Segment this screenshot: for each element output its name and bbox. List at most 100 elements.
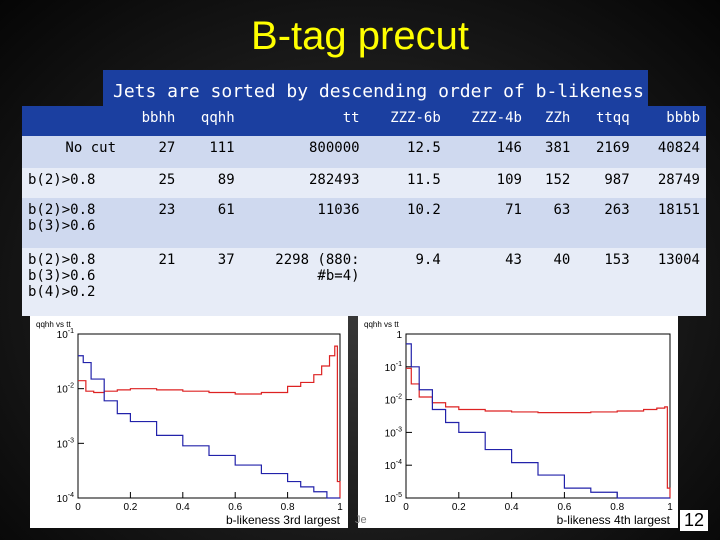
footer-text: Je (355, 514, 367, 526)
y-tick-label: 1 (396, 330, 402, 341)
table-cell: 146 (446, 136, 528, 168)
table-cell: 37 (181, 248, 241, 316)
x-tick-label: 0.8 (281, 502, 295, 513)
x-tick-label: 0.4 (505, 502, 519, 513)
x-tick-label: 0.4 (176, 502, 190, 513)
header-cell-bbhh: bbhh (122, 106, 182, 136)
table-cell: 40 (527, 248, 577, 316)
y-tick-label: 10-3 (385, 426, 402, 439)
slide-subtitle: Jets are sorted by descending order of b… (103, 70, 648, 106)
x-tick-label: 1 (667, 502, 673, 513)
plot-frame (77, 333, 341, 499)
table-cell: 111 (181, 136, 241, 168)
y-tick-label: 10-4 (57, 492, 74, 505)
y-tick-label: 10-1 (57, 328, 74, 341)
histogram-4th-largest: qqhh vs tt 10-5 10-4 10-3 10-2 10-1 1 0 0.2 0.4 0.… (358, 316, 678, 528)
table-header-row: bbhh qqhh tt ZZZ-6b ZZZ-4b ZZh ttqq bbbb (22, 106, 706, 136)
x-axis-label: b-likeness 3rd largest (226, 513, 341, 527)
y-tick-exponent: -1 (396, 361, 402, 368)
table-row: No cut 27 111 800000 12.5 146 381 2169 4… (22, 136, 706, 168)
plot-frame (405, 333, 671, 499)
cut-line: b(2)>0.8 (28, 252, 96, 268)
cut-label: b(2)>0.8 b(3)>0.6 (22, 198, 122, 248)
table-cell: 109 (446, 168, 528, 198)
table-cell: 21 (122, 248, 182, 316)
slide-title: B-tag precut (251, 14, 469, 58)
cut-line: b(3)>0.6 (28, 218, 96, 234)
y-tick-exponent: -5 (396, 492, 402, 499)
table-cell: 800000 (240, 136, 366, 168)
table-cell: 43 (446, 248, 528, 316)
histogram-3rd-largest: qqhh vs tt 10-4 10-3 10-2 10-1 0 0.2 0.4 0.6 0.8 1… (30, 316, 348, 528)
x-tick-label: 0 (403, 502, 409, 513)
table-cell: 89 (181, 168, 241, 198)
table-cell: 11.5 (365, 168, 447, 198)
header-cell-bbbb: bbbb (635, 106, 706, 136)
header-cell-blank (22, 106, 122, 136)
cell-line: 2298 (880: (275, 252, 360, 268)
y-tick-exponent: -1 (68, 328, 74, 335)
table-cell: 71 (446, 198, 528, 248)
x-tick-label: 0.6 (228, 502, 242, 513)
x-tick-label: 0.2 (452, 502, 466, 513)
table-cell: 13004 (635, 248, 706, 316)
header-cell-zzz4b: ZZZ-4b (446, 106, 528, 136)
x-tick-label: 0.8 (610, 502, 624, 513)
y-tick-exponent: -3 (68, 437, 74, 444)
table-row: b(2)>0.8 25 89 282493 11.5 109 152 987 2… (22, 168, 706, 198)
table-cell: 9.4 (365, 248, 447, 316)
page-number: 12 (680, 510, 709, 531)
y-tick-label: 10-2 (385, 394, 402, 407)
series-line (78, 345, 341, 498)
header-cell-zzh: ZZh (527, 106, 577, 136)
cut-line: b(2)>0.8 (28, 202, 96, 218)
table-cell: 987 (576, 168, 636, 198)
table-cell: 23 (122, 198, 182, 248)
table-cell: 282493 (240, 168, 366, 198)
x-tick-label: 0.6 (557, 502, 571, 513)
y-tick-exponent: -3 (396, 426, 402, 433)
table-cell: 28749 (635, 168, 706, 198)
y-tick-label: 10-3 (57, 437, 74, 450)
table-cell: 381 (527, 136, 577, 168)
x-tick-label: 0 (75, 502, 81, 513)
table-cell: 10.2 (365, 198, 447, 248)
cut-label: b(2)>0.8 (22, 168, 122, 198)
y-tick-label: 10-1 (385, 361, 402, 374)
y-tick-label: 10-4 (385, 459, 402, 472)
y-tick-label: 10-2 (57, 383, 74, 396)
x-axis-label: b-likeness 4th largest (557, 513, 671, 527)
x-tick-label: 1 (337, 502, 343, 513)
y-tick-exponent: -2 (68, 383, 74, 390)
series-line (78, 355, 340, 499)
cut-label: No cut (22, 136, 122, 168)
table-cell: 40824 (635, 136, 706, 168)
table-cell: 152 (527, 168, 577, 198)
table-cell: 25 (122, 168, 182, 198)
table-cell: 2169 (576, 136, 636, 168)
series-line (406, 343, 670, 499)
table-cell: 18151 (635, 198, 706, 248)
y-tick-exponent: -4 (396, 459, 402, 466)
table-cell: 2298 (880: #b=4) (240, 248, 366, 316)
histogram-4th-largest-svg: qqhh vs tt 10-5 10-4 10-3 10-2 10-1 1 0 0.2 0.4 0.… (364, 320, 673, 527)
plot-title: qqhh vs tt (364, 320, 399, 329)
plot-title: qqhh vs tt (36, 320, 71, 329)
table-cell: 27 (122, 136, 182, 168)
x-tick-label: 0.2 (123, 502, 137, 513)
table-cell: 153 (576, 248, 636, 316)
table-cell: 11036 (240, 198, 366, 248)
cut-table: bbhh qqhh tt ZZZ-6b ZZZ-4b ZZh ttqq bbbb… (22, 106, 706, 316)
y-tick-exponent: -2 (396, 394, 402, 401)
table-cell: 12.5 (365, 136, 447, 168)
histogram-3rd-largest-svg: qqhh vs tt 10-4 10-3 10-2 10-1 0 0.2 0.4 0.6 0.8 1… (36, 320, 343, 527)
header-cell-qqhh: qqhh (181, 106, 241, 136)
table-cell: 61 (181, 198, 241, 248)
table-cell: 263 (576, 198, 636, 248)
cut-label: b(2)>0.8 b(3)>0.6 b(4)>0.2 (22, 248, 122, 316)
cut-line: b(3)>0.6 (28, 268, 96, 284)
header-cell-ttqq: ttqq (576, 106, 636, 136)
y-tick-label: 10-5 (385, 492, 402, 505)
header-cell-tt: tt (240, 106, 366, 136)
header-cell-zzz6b: ZZZ-6b (365, 106, 447, 136)
